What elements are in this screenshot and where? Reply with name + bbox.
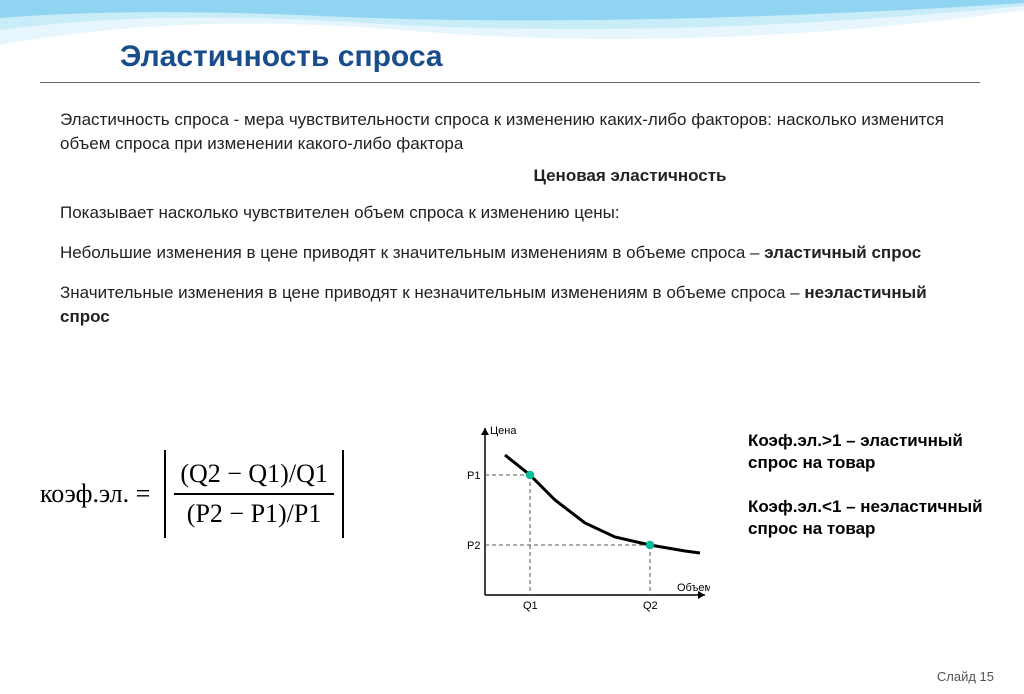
svg-text:Цена: Цена (490, 425, 517, 437)
definition-text: Эластичность спроса - мера чувствительно… (60, 108, 980, 156)
annotations: Коэф.эл.>1 – эластичный спрос на товар К… (748, 430, 998, 562)
para3-text: Значительные изменения в цене приводят к… (60, 283, 804, 302)
svg-text:P2: P2 (467, 540, 480, 552)
formula-numerator: (Q2 − Q1)/Q1 (174, 455, 334, 493)
formula-label: коэф.эл. = (40, 479, 150, 509)
abs-bar-left (164, 450, 166, 538)
annotation-inelastic: Коэф.эл.<1 – неэластичный спрос на товар (748, 496, 998, 540)
annotation-elastic: Коэф.эл.>1 – эластичный спрос на товар (748, 430, 998, 474)
formula-fraction: (Q2 − Q1)/Q1 (P2 − P1)/P1 (174, 455, 334, 533)
para2-text: Небольшие изменения в цене приводят к зн… (60, 243, 764, 262)
slide-title: Эластичность спроса (120, 40, 443, 74)
paragraph-2: Небольшие изменения в цене приводят к зн… (60, 241, 980, 265)
svg-text:P1: P1 (467, 470, 480, 482)
lower-area: коэф.эл. = (Q2 − Q1)/Q1 (P2 − P1)/P1 Цен… (40, 430, 1000, 680)
formula-denominator: (P2 − P1)/P1 (181, 495, 328, 533)
demand-curve-chart: Цена Объем P1 Q1 P2 Q2 (460, 420, 710, 650)
para2-bold: эластичный спрос (764, 243, 921, 262)
subtitle: Ценовая эластичность (280, 164, 980, 188)
elasticity-formula: коэф.эл. = (Q2 − Q1)/Q1 (P2 − P1)/P1 (40, 450, 352, 538)
svg-text:Q2: Q2 (643, 600, 658, 612)
svg-text:Q1: Q1 (523, 600, 538, 612)
paragraph-1: Показывает насколько чувствителен объем … (60, 201, 980, 225)
paragraph-3: Значительные изменения в цене приводят к… (60, 281, 980, 329)
content-area: Эластичность спроса - мера чувствительно… (60, 108, 980, 345)
title-underline (40, 82, 980, 83)
abs-bar-right (342, 450, 344, 538)
slide-number: Слайд 15 (937, 669, 994, 684)
svg-text:Объем: Объем (677, 582, 710, 594)
